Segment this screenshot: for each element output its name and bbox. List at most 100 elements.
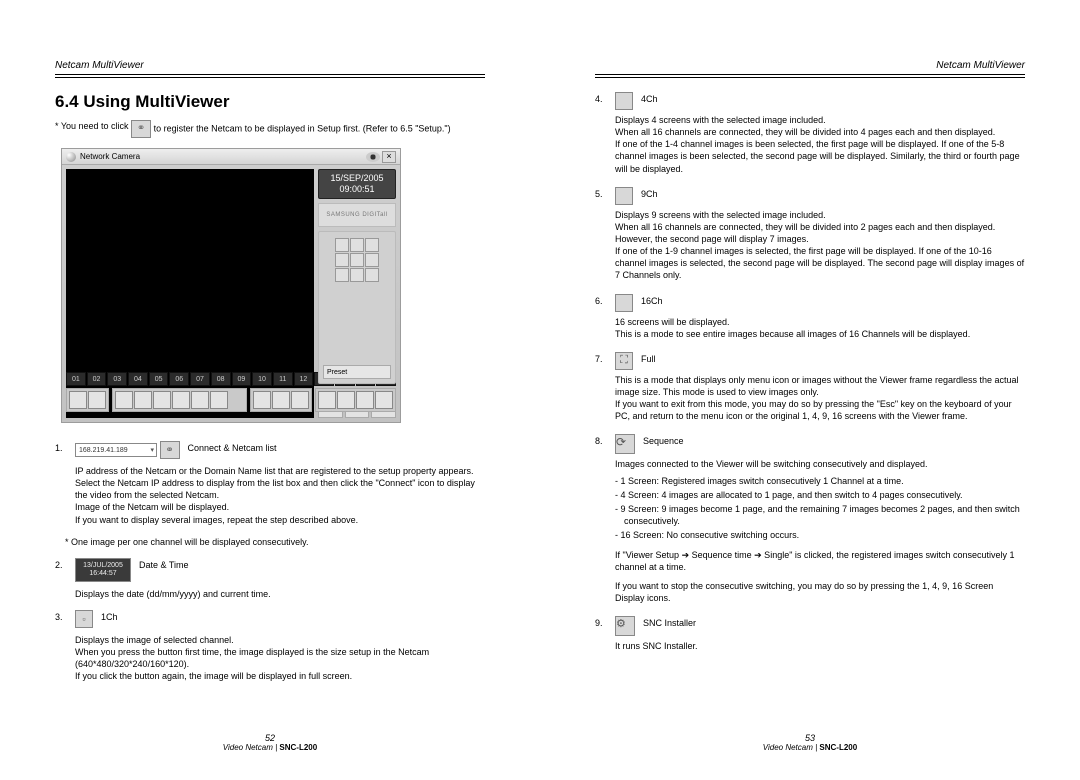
item-3-num: 3. [55, 610, 75, 622]
footer-model-bold-r: SNC-L200 [819, 743, 857, 752]
ss-titlebar: Network Camera × [62, 149, 400, 165]
item-5-desc: Displays 9 screens with the selected ima… [615, 209, 1025, 282]
rule-top-right [595, 74, 1025, 75]
item-2-num: 2. [55, 558, 75, 570]
item-8-bullets: - 1 Screen: Registered images switch con… [615, 475, 1025, 542]
ss-grp2 [112, 388, 247, 412]
eye-icon [366, 152, 380, 162]
item-2-desc: Displays the date (dd/mm/yyyy) and curre… [75, 588, 485, 600]
page-number-left: 52 [0, 733, 540, 743]
ss-side-panel: 15/SEP/2005 09:00:51 SAMSUNG DIGITall Pr… [318, 165, 400, 422]
ch-03: 03 [107, 372, 127, 386]
item-4-num: 4. [595, 92, 615, 104]
ss-preset: Preset [323, 365, 391, 379]
globe-icon [66, 152, 76, 162]
ss-ts-date: 15/SEP/2005 [323, 173, 391, 184]
running-head-right: Netcam MultiViewer [595, 60, 1025, 71]
ss-logo: SAMSUNG DIGITall [318, 203, 396, 227]
ch-06: 06 [169, 372, 189, 386]
left-item-list: 1. 168.219.41.189 ⚭ Connect & Netcam lis… [55, 441, 485, 683]
ss-ts-time: 09:00:51 [323, 184, 391, 195]
item-4-label: 4Ch [641, 92, 658, 104]
footer-model-prefix: Video Netcam | [223, 743, 280, 752]
ch-01: 01 [66, 372, 86, 386]
1ch-icon: ▫ [75, 610, 93, 628]
left-note: * One image per one channel will be disp… [65, 536, 485, 548]
item-3-label: 1Ch [101, 610, 118, 622]
ip-dropdown-icon: 168.219.41.189 [75, 443, 157, 457]
connect-icon: ⚭ [160, 441, 180, 459]
section-title: 6.4 Using MultiViewer [55, 92, 485, 112]
item-1: 1. 168.219.41.189 ⚭ Connect & Netcam lis… [55, 441, 485, 459]
dt-time: 16:44:57 [89, 570, 116, 578]
item-5: 5. 9Ch [595, 187, 1025, 205]
footer-left: 52 Video Netcam | SNC-L200 [0, 733, 540, 752]
item-7-label: Full [641, 352, 656, 364]
bullet-16screen: - 16 Screen: No consecutive switching oc… [615, 529, 1025, 541]
item-4: 4. 4Ch [595, 92, 1025, 110]
connect-icon-inline: ⚭ [131, 120, 151, 138]
ss-toolbar [66, 388, 396, 412]
item-5-num: 5. [595, 187, 615, 199]
item-7-num: 7. [595, 352, 615, 364]
item-3: 3. ▫ 1Ch [55, 610, 485, 628]
item-1-desc: IP address of the Netcam or the Domain N… [75, 465, 485, 526]
rule-top-left [55, 74, 485, 75]
item-8-desc: Images connected to the Viewer will be s… [615, 458, 1025, 470]
ss-timestamp: 15/SEP/2005 09:00:51 [318, 169, 396, 199]
item-7: 7. Full [595, 352, 1025, 370]
item-8: 8. Sequence [595, 434, 1025, 454]
close-icon: × [382, 151, 396, 163]
item-4-desc: Displays 4 screens with the selected ima… [615, 114, 1025, 175]
ch-07: 07 [190, 372, 210, 386]
item-1-label: Connect & Netcam list [188, 441, 277, 453]
item-1-num: 1. [55, 441, 75, 453]
footer-model-left: Video Netcam | SNC-L200 [0, 743, 540, 752]
4ch-icon [615, 92, 633, 110]
bullet-1screen: - 1 Screen: Registered images switch con… [615, 475, 1025, 487]
ch-02: 02 [87, 372, 107, 386]
intro-suffix: to register the Netcam to be displayed i… [154, 123, 451, 133]
footer-model-right: Video Netcam | SNC-L200 [540, 743, 1080, 752]
ch-12: 12 [294, 372, 314, 386]
dt-date: 13/JUL/2005 [83, 562, 123, 570]
ch-09: 09 [232, 372, 252, 386]
ch-10: 10 [252, 372, 272, 386]
ch-05: 05 [149, 372, 169, 386]
ss-body: 01 02 03 04 05 06 07 08 09 10 11 12 [62, 165, 400, 422]
intro-prefix: * You need to click [55, 121, 129, 131]
rule2-left [55, 77, 485, 78]
item-8-num: 8. [595, 434, 615, 446]
installer-icon [615, 616, 635, 636]
rule2-right [595, 77, 1025, 78]
footer-right: 53 Video Netcam | SNC-L200 [540, 733, 1080, 752]
item-3-desc: Displays the image of selected channel. … [75, 634, 485, 683]
ch-08: 08 [211, 372, 231, 386]
item-7-desc: This is a mode that displays only menu i… [615, 374, 1025, 423]
item-6-desc: 16 screens will be displayed. This is a … [615, 316, 1025, 340]
item-6-num: 6. [595, 294, 615, 306]
item-9-label: SNC Installer [643, 616, 696, 628]
footer-model-prefix-r: Video Netcam | [763, 743, 820, 752]
ss-grp3 [250, 388, 312, 412]
page-right: Netcam MultiViewer 4. 4Ch Displays 4 scr… [540, 0, 1080, 780]
bullet-4screen: - 4 Screen: 4 images are allocated to 1 … [615, 489, 1025, 501]
item-6: 6. 16Ch [595, 294, 1025, 312]
item-6-label: 16Ch [641, 294, 663, 306]
page-number-right: 53 [540, 733, 1080, 743]
16ch-icon [615, 294, 633, 312]
full-icon [615, 352, 633, 370]
ss-title: Network Camera [80, 152, 140, 161]
ss-grp1 [66, 388, 109, 412]
bullet-9screen: - 9 Screen: 9 images become 1 page, and … [615, 503, 1025, 527]
running-head-left: Netcam MultiViewer [55, 60, 485, 71]
ch-11: 11 [273, 372, 293, 386]
intro-text: * You need to click ⚭ to register the Ne… [55, 120, 485, 138]
sequence-icon [615, 434, 635, 454]
datetime-icon: 13/JUL/2005 16:44:57 [75, 558, 131, 582]
item-8-desc3: If you want to stop the consecutive swit… [615, 580, 1025, 604]
ss-ptz-pad: Preset [318, 231, 396, 384]
9ch-icon [615, 187, 633, 205]
item-9-num: 9. [595, 616, 615, 628]
item-9: 9. SNC Installer [595, 616, 1025, 636]
